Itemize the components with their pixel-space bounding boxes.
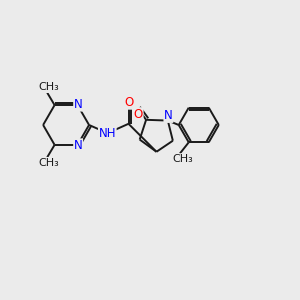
Text: O: O <box>124 96 133 109</box>
Text: CH₃: CH₃ <box>172 154 193 164</box>
Text: N: N <box>74 139 82 152</box>
Text: NH: NH <box>99 127 116 140</box>
Text: CH₃: CH₃ <box>38 158 59 167</box>
Text: CH₃: CH₃ <box>38 82 59 92</box>
Text: N: N <box>74 98 82 111</box>
Text: N: N <box>164 110 173 122</box>
Text: O: O <box>134 108 143 121</box>
